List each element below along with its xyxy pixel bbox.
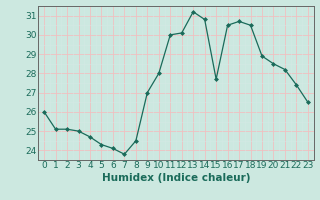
X-axis label: Humidex (Indice chaleur): Humidex (Indice chaleur) bbox=[102, 173, 250, 183]
